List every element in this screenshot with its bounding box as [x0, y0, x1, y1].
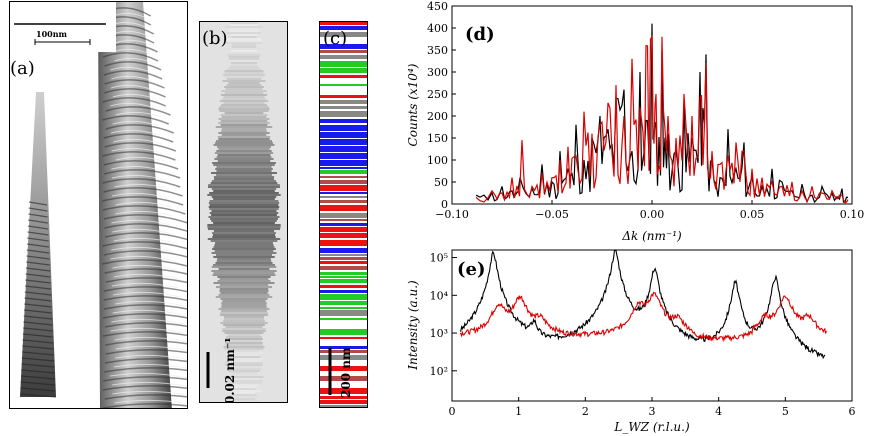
- scalebar-text-c: 200 nm: [339, 347, 353, 398]
- scalebar-box: [10, 2, 116, 52]
- panel-label-b: (b): [202, 28, 228, 49]
- chart-d-frame: [451, 5, 853, 205]
- chart-d-ytick-label: 100: [427, 154, 448, 167]
- chart-d-series-red: [475, 34, 849, 204]
- chart-e-series-black: [459, 249, 826, 360]
- panel-label-c: (c): [323, 28, 348, 49]
- panel-label-a: (a): [10, 58, 35, 79]
- chart-e-xtick-label: 3: [649, 405, 656, 418]
- chart-e-xtick-label: 5: [782, 405, 789, 418]
- stacking-bands: [320, 22, 367, 407]
- chart-d-ytick-label: 350: [427, 44, 448, 57]
- chart-d-xlabel: Δk (nm⁻¹): [621, 229, 682, 243]
- chart-d-ytick-label: 200: [427, 110, 448, 123]
- chart-d-ytick-label: 300: [427, 66, 448, 79]
- panel-label-d: (d): [465, 24, 495, 45]
- chart-e-frame: [451, 249, 853, 402]
- chart-d-xtick-label: −0.05: [535, 208, 569, 221]
- chart-d-xtick-label: 0.00: [640, 208, 665, 221]
- chart-e-xtick-label: 4: [715, 405, 722, 418]
- scalebar-text-a: 100nm: [36, 29, 68, 39]
- nanowire-sem-image: 100nm: [10, 2, 187, 408]
- chart-e-xlabel: L_WZ (r.l.u.): [613, 420, 690, 434]
- chart-d-ytick-label: 150: [427, 132, 448, 145]
- chart-d-ytick-label: 400: [427, 22, 448, 35]
- stacking-map: 200 nm: [320, 22, 367, 407]
- chart-e-xtick-label: 2: [582, 405, 589, 418]
- chart-d: 0 50 100 150 200 250 300 350 400 450 −0.10 −0.05 0.0…: [406, 0, 865, 243]
- chart-e: 10² 10³ 10⁴ 10⁵ 0 1 2 3 4 5 6 (e) L_WZ (r.l.u.) In…: [406, 249, 856, 434]
- chart-d-ylabel: Counts (x10⁴): [406, 63, 420, 146]
- panel-c-map: 200 nm (c): [319, 21, 368, 408]
- chart-d-xtick-label: −0.10: [435, 208, 469, 221]
- chart-d-ytick-label: 50: [434, 176, 448, 189]
- chart-d-ytick-label: 250: [427, 88, 448, 101]
- chart-e-ylabel: Intensity (a.u.): [406, 280, 420, 371]
- tapered-wire: [20, 92, 56, 397]
- chart-e-xtick-label: 0: [449, 405, 456, 418]
- wire-facets: [102, 7, 187, 408]
- chart-e-xtick-label: 6: [849, 405, 856, 418]
- chart-e-ytick-label: 10⁵: [430, 252, 448, 265]
- scalebar-text-b: 0.02 nm⁻¹: [223, 338, 237, 403]
- chart-e-xtick-label: 1: [515, 405, 522, 418]
- panel-b-image: 0.02 nm⁻¹ (b): [199, 21, 288, 403]
- panel-label-e: (e): [457, 259, 486, 280]
- chart-e-ytick-label: 10⁴: [430, 289, 449, 302]
- diffraction-streaks: [207, 22, 281, 402]
- diffraction-image: 0.02 nm⁻¹: [206, 22, 281, 403]
- chart-d-ytick-label: 0: [441, 198, 448, 211]
- chart-d-xtick-label: 0.10: [840, 208, 865, 221]
- chart-e-ytick-label: 10³: [430, 327, 448, 340]
- chart-d-xtick-label: 0.05: [740, 208, 765, 221]
- panel-a-image: 100nm (a): [9, 1, 188, 409]
- chart-e-ytick-label: 10²: [430, 365, 448, 378]
- chart-d-ytick-label: 450: [427, 0, 448, 13]
- chart-e-series-red: [460, 291, 827, 343]
- taper-facets: [20, 201, 56, 398]
